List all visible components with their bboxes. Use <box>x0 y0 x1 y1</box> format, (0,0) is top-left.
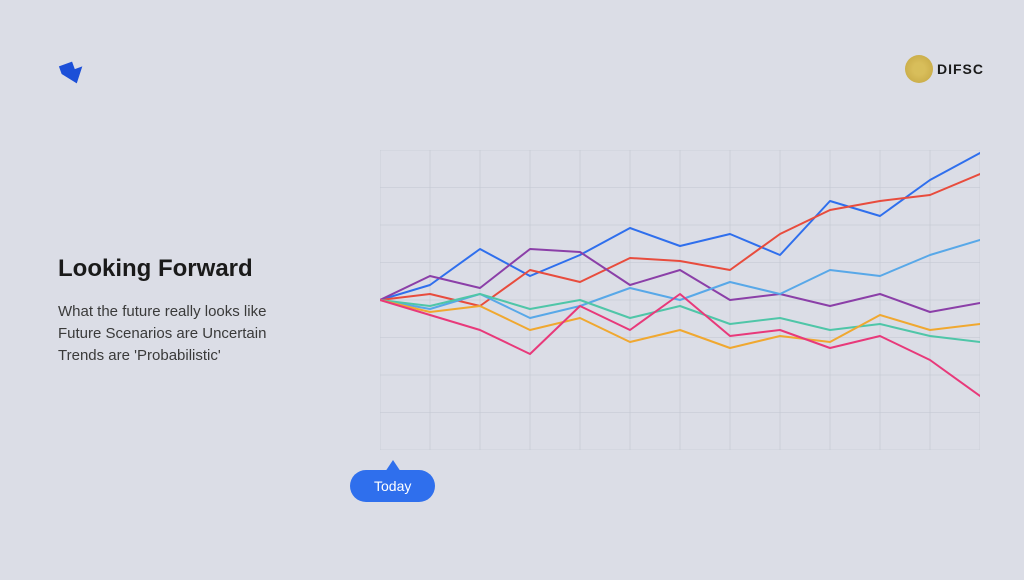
arrow-logo-icon <box>58 58 88 88</box>
today-label: Today <box>350 470 435 502</box>
difsc-emblem-icon <box>905 55 933 83</box>
body-line-1: What the future really looks like <box>58 301 378 323</box>
difsc-logo-text: DIFSC <box>937 61 984 77</box>
chart-svg <box>380 150 980 450</box>
difsc-logo: DIFSC <box>905 55 984 83</box>
scenario-chart <box>380 150 980 450</box>
text-block: Looking Forward What the future really l… <box>58 255 378 366</box>
slide-title: Looking Forward <box>58 255 378 283</box>
body-line-3: Trends are 'Probabilistic' <box>58 345 378 367</box>
body-line-2: Future Scenarios are Uncertain <box>58 323 378 345</box>
slide-root: DIFSC Looking Forward What the future re… <box>0 0 1024 580</box>
